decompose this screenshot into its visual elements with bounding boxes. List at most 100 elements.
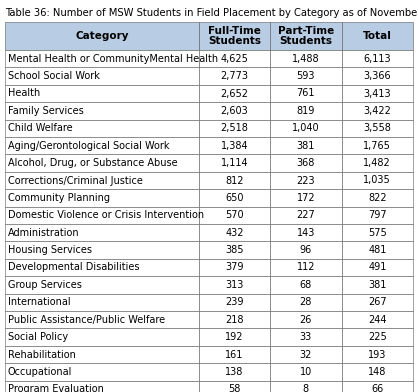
Bar (5, 328, 199, 346)
Bar (342, 207, 413, 224)
Text: School Social Work: School Social Work (8, 71, 100, 81)
Bar (5, 381, 199, 392)
Bar (5, 346, 199, 363)
Text: 66: 66 (371, 384, 383, 392)
Bar (199, 137, 270, 154)
Text: 379: 379 (225, 263, 244, 272)
Text: 1,035: 1,035 (363, 176, 391, 185)
Text: Housing Services: Housing Services (8, 245, 92, 255)
Bar (342, 259, 413, 276)
Bar (5, 189, 199, 207)
Text: 112: 112 (297, 263, 315, 272)
Text: 481: 481 (368, 245, 387, 255)
Text: 28: 28 (300, 297, 312, 307)
Text: 193: 193 (368, 350, 387, 359)
Text: 161: 161 (225, 350, 244, 359)
Text: Total: Total (363, 31, 392, 41)
Text: Mental Health or CommunityMental Health: Mental Health or CommunityMental Health (8, 54, 218, 64)
Bar (199, 294, 270, 311)
Text: Group Services: Group Services (8, 280, 82, 290)
Bar (5, 50, 199, 67)
Text: 4,625: 4,625 (221, 54, 248, 64)
Bar (199, 85, 270, 102)
Bar (342, 50, 413, 67)
Bar (270, 207, 342, 224)
Bar (270, 381, 342, 392)
Bar (199, 189, 270, 207)
Text: 761: 761 (297, 89, 315, 98)
Bar (270, 50, 342, 67)
Text: 148: 148 (368, 367, 387, 377)
Bar (199, 363, 270, 381)
Bar (270, 154, 342, 172)
Bar (270, 259, 342, 276)
Text: 3,366: 3,366 (364, 71, 391, 81)
Bar (342, 224, 413, 241)
Bar (342, 85, 413, 102)
Text: 1,482: 1,482 (363, 158, 391, 168)
Text: 192: 192 (225, 332, 244, 342)
Bar (5, 67, 199, 85)
Text: 432: 432 (225, 228, 244, 238)
Text: 313: 313 (225, 280, 244, 290)
Text: Part-Time
Students: Part-Time Students (278, 25, 334, 46)
Bar (199, 328, 270, 346)
Bar (5, 137, 199, 154)
Text: 8: 8 (303, 384, 309, 392)
Bar (199, 346, 270, 363)
Text: 2,603: 2,603 (221, 106, 248, 116)
Text: 58: 58 (228, 384, 241, 392)
Text: Family Services: Family Services (8, 106, 84, 116)
Text: Domestic Violence or Crisis Intervention: Domestic Violence or Crisis Intervention (8, 210, 204, 220)
Bar (270, 363, 342, 381)
Bar (5, 241, 199, 259)
Bar (342, 363, 413, 381)
Text: 2,773: 2,773 (221, 71, 248, 81)
Text: 172: 172 (297, 193, 315, 203)
Bar (5, 276, 199, 294)
Text: Health: Health (8, 89, 40, 98)
Text: 138: 138 (225, 367, 244, 377)
Bar (5, 172, 199, 189)
Bar (270, 328, 342, 346)
Bar (199, 259, 270, 276)
Text: 570: 570 (225, 210, 244, 220)
Text: 225: 225 (368, 332, 387, 342)
Bar (199, 241, 270, 259)
Bar (342, 346, 413, 363)
Text: 96: 96 (300, 245, 312, 255)
Bar (199, 276, 270, 294)
Text: Public Assistance/Public Welfare: Public Assistance/Public Welfare (8, 315, 165, 325)
Text: 143: 143 (297, 228, 315, 238)
Bar (5, 207, 199, 224)
Text: 6,113: 6,113 (364, 54, 391, 64)
Bar (199, 102, 270, 120)
Text: 68: 68 (300, 280, 312, 290)
Bar (342, 120, 413, 137)
Bar (5, 154, 199, 172)
Bar (5, 311, 199, 328)
Text: 381: 381 (297, 141, 315, 151)
Text: International: International (8, 297, 71, 307)
Text: 223: 223 (297, 176, 315, 185)
Text: 32: 32 (300, 350, 312, 359)
Text: 575: 575 (368, 228, 387, 238)
Bar (5, 224, 199, 241)
Bar (270, 120, 342, 137)
Text: Category: Category (75, 31, 129, 41)
Text: Alcohol, Drug, or Substance Abuse: Alcohol, Drug, or Substance Abuse (8, 158, 178, 168)
Bar (5, 22, 199, 50)
Bar (199, 22, 270, 50)
Text: 33: 33 (300, 332, 312, 342)
Bar (199, 67, 270, 85)
Text: 1,040: 1,040 (292, 123, 320, 133)
Text: 1,384: 1,384 (221, 141, 248, 151)
Bar (342, 241, 413, 259)
Bar (199, 381, 270, 392)
Text: 797: 797 (368, 210, 387, 220)
Bar (270, 224, 342, 241)
Bar (199, 172, 270, 189)
Bar (270, 311, 342, 328)
Text: 239: 239 (225, 297, 244, 307)
Bar (342, 154, 413, 172)
